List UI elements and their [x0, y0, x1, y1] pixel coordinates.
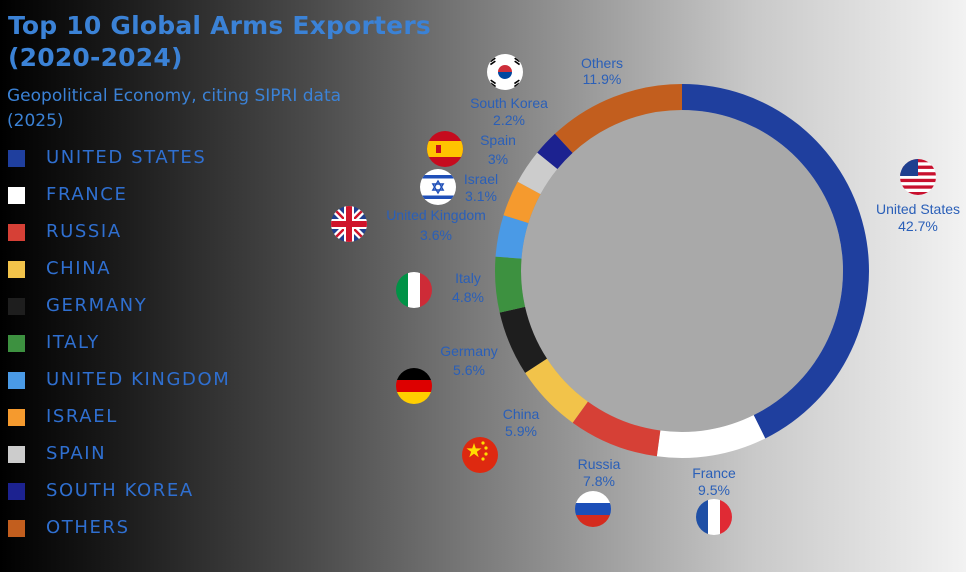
donut-slice-south-korea	[537, 133, 573, 170]
legend-swatch	[8, 483, 25, 500]
slice-value-israel: 3.1%	[465, 188, 497, 204]
slice-label-germany: Germany	[440, 343, 498, 359]
donut-slice-france	[656, 415, 766, 458]
legend-swatch	[8, 187, 25, 204]
slice-label-france: France	[692, 465, 736, 481]
slice-value-spain: 3%	[488, 151, 508, 167]
russia-flag-icon	[575, 491, 611, 527]
legend-label: GERMANY	[46, 295, 148, 316]
slice-label-israel: Israel	[464, 171, 498, 187]
legend-label: OTHERS	[46, 517, 130, 538]
donut-center	[521, 110, 843, 432]
legend-label: CHINA	[46, 258, 112, 279]
legend-label: SPAIN	[46, 443, 107, 464]
legend-label: FRANCE	[46, 184, 128, 205]
legend-label: UNITED KINGDOM	[46, 369, 231, 390]
legend-swatch	[8, 409, 25, 426]
donut-slice-russia	[572, 401, 661, 457]
slice-value-italy: 4.8%	[452, 289, 484, 305]
slice-value-china: 5.9%	[505, 423, 537, 439]
slice-value-south-korea: 2.2%	[493, 112, 525, 128]
legend-swatch	[8, 150, 25, 167]
legend-label: UNITED STATES	[46, 147, 207, 168]
legend-swatch	[8, 261, 25, 278]
slice-label-spain: Spain	[480, 132, 516, 148]
chart-title: Top 10 Global Arms Exporters (2020-2024)	[8, 10, 431, 74]
legend-label: ISRAEL	[46, 406, 118, 427]
chart-title-line2: (2020-2024)	[8, 43, 183, 72]
slice-label-united-states: United States	[876, 201, 960, 217]
slice-label-united-kingdom: United Kingdom	[386, 207, 486, 223]
legend-label: SOUTH KOREA	[46, 480, 194, 501]
slice-label-china: China	[503, 406, 540, 422]
donut-slice-others	[554, 84, 682, 153]
legend-label: ITALY	[46, 332, 100, 353]
chart-subtitle: Geopolitical Economy, citing SIPRI data …	[7, 84, 387, 134]
south-korea-flag-icon	[487, 54, 523, 90]
legend-swatch	[8, 335, 25, 352]
us-flag-icon	[900, 159, 936, 195]
legend-swatch	[8, 298, 25, 315]
legend-swatch	[8, 372, 25, 389]
italy-flag-icon	[396, 272, 432, 308]
donut-slice-spain	[517, 152, 558, 195]
legend-swatch	[8, 520, 25, 537]
donut-slice-israel	[503, 181, 541, 223]
chart-subtitle-line1: Geopolitical Economy, citing SIPRI data	[7, 86, 342, 106]
slice-value-russia: 7.8%	[583, 473, 615, 489]
france-flag-icon	[696, 499, 732, 535]
slice-value-germany: 5.6%	[453, 362, 485, 378]
donut-slice-china	[525, 358, 588, 423]
china-flag-icon	[462, 437, 498, 473]
slice-value-united-states: 42.7%	[898, 218, 938, 234]
chart-title-line1: Top 10 Global Arms Exporters	[8, 11, 431, 40]
slice-label-south-korea: South Korea	[470, 95, 548, 111]
slice-value-united-kingdom: 3.6%	[420, 227, 452, 243]
germany-flag-icon	[396, 368, 432, 404]
legend-swatch	[8, 224, 25, 241]
slice-label-others: Others	[581, 55, 623, 71]
donut-slice-united-kingdom	[495, 215, 529, 259]
donut-slice-united-states	[682, 84, 870, 439]
donut-slice-germany	[499, 306, 547, 373]
slice-label-russia: Russia	[578, 456, 621, 472]
slice-label-italy: Italy	[455, 270, 481, 286]
chart-subtitle-line2: (2025)	[7, 111, 64, 131]
legend-label: RUSSIA	[46, 221, 122, 242]
slice-value-france: 9.5%	[698, 482, 730, 498]
donut-slice-italy	[495, 256, 526, 313]
spain-flag-icon	[427, 131, 463, 167]
uk-flag-icon	[331, 206, 367, 242]
slice-value-others: 11.9%	[583, 71, 622, 87]
israel-flag-icon	[420, 169, 456, 205]
legend-swatch	[8, 446, 25, 463]
